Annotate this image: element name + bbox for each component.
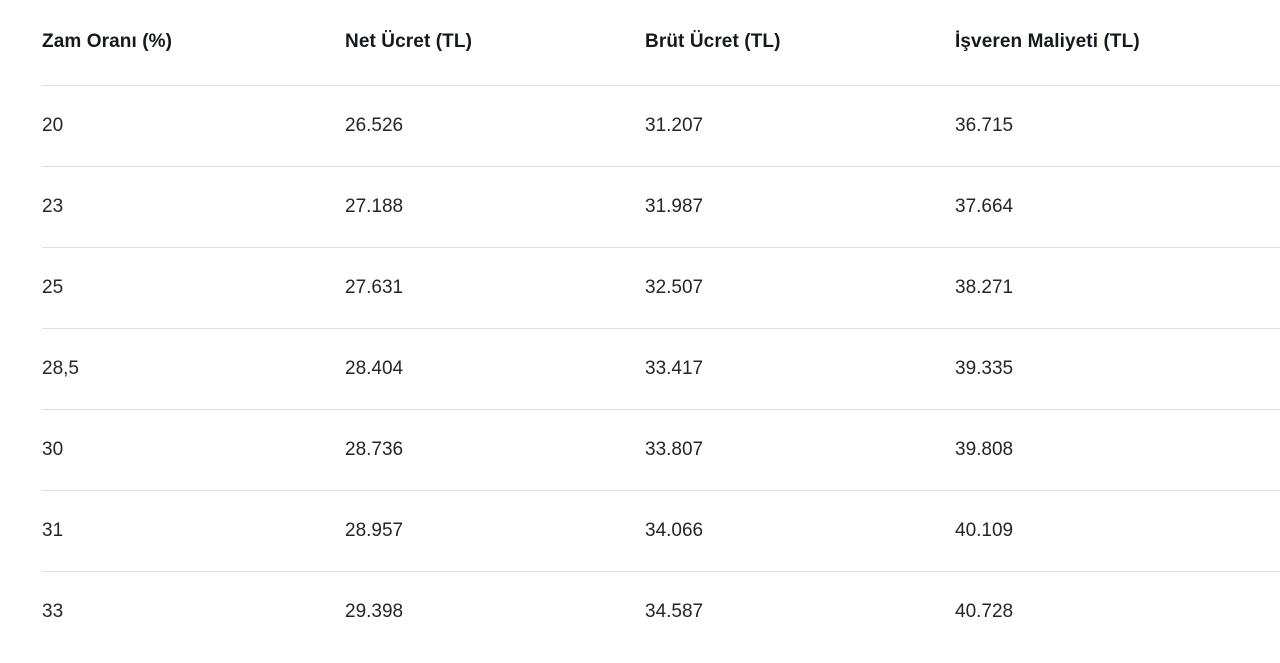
table-cell-zam-orani: 33 (42, 601, 64, 622)
table-cell-zam-orani: 20 (42, 85, 345, 167)
table-row: 20 26.526 31.207 36.715 (42, 85, 1280, 167)
table-cell-net-ucret: 28.404 (345, 328, 645, 410)
table-cell-zam-orani: 31 (42, 490, 345, 572)
table-row: 23 27.188 31.987 37.664 (42, 166, 1280, 248)
table-cell-brut-ucret: 34.066 (645, 490, 955, 572)
table-cell-net-ucret: 28.736 (345, 409, 645, 491)
table-cell-net-ucret: 26.526 (345, 85, 645, 167)
table-cell-brut-ucret: 34.587 (645, 601, 704, 622)
table-cell-zam-orani: 23 (42, 166, 345, 248)
table-cell-isveren-maliyeti: 40.109 (955, 490, 1280, 572)
table-cell-zam-orani: 28,5 (42, 328, 345, 410)
col-header-brut-ucret: Brüt Ücret (TL) (645, 0, 955, 86)
table-cell-isveren-maliyeti: 38.271 (955, 247, 1280, 329)
col-header-zam-orani: Zam Oranı (%) (42, 0, 345, 86)
table-cell-isveren-maliyeti: 37.664 (955, 166, 1280, 248)
table-row: 31 28.957 34.066 40.109 (42, 490, 1280, 572)
col-header-isveren-maliyeti: İşveren Maliyeti (TL) (955, 0, 1280, 86)
col-header-net-ucret: Net Ücret (TL) (345, 0, 645, 86)
table-cell-brut-ucret: 31.987 (645, 166, 955, 248)
table-row: 33 29.398 34.587 40.728 (42, 572, 1280, 653)
table-cell-isveren-maliyeti: 39.335 (955, 328, 1280, 410)
table-row: 25 27.631 32.507 38.271 (42, 247, 1280, 329)
table-cell-isveren-maliyeti: 40.728 (955, 601, 1014, 622)
table-row: 30 28.736 33.807 39.808 (42, 409, 1280, 491)
table-cell-brut-ucret: 33.807 (645, 409, 955, 491)
table-header-row: Zam Oranı (%) Net Ücret (TL) Brüt Ücret … (42, 0, 1280, 86)
table-cell-brut-ucret: 31.207 (645, 85, 955, 167)
table-cell-brut-ucret: 32.507 (645, 247, 955, 329)
table-cell-isveren-maliyeti: 36.715 (955, 85, 1280, 167)
table-row: 28,5 28.404 33.417 39.335 (42, 328, 1280, 410)
table-cell-isveren-maliyeti: 39.808 (955, 409, 1280, 491)
table-cell-brut-ucret: 33.417 (645, 328, 955, 410)
table-cell-net-ucret: 28.957 (345, 490, 645, 572)
table-cell-net-ucret: 27.188 (345, 166, 645, 248)
table-cell-zam-orani: 30 (42, 409, 345, 491)
table-cell-net-ucret: 27.631 (345, 247, 645, 329)
table-cell-zam-orani: 25 (42, 247, 345, 329)
salary-raise-table: Zam Oranı (%) Net Ücret (TL) Brüt Ücret … (42, 0, 1280, 652)
table-cell-net-ucret: 29.398 (345, 601, 404, 622)
